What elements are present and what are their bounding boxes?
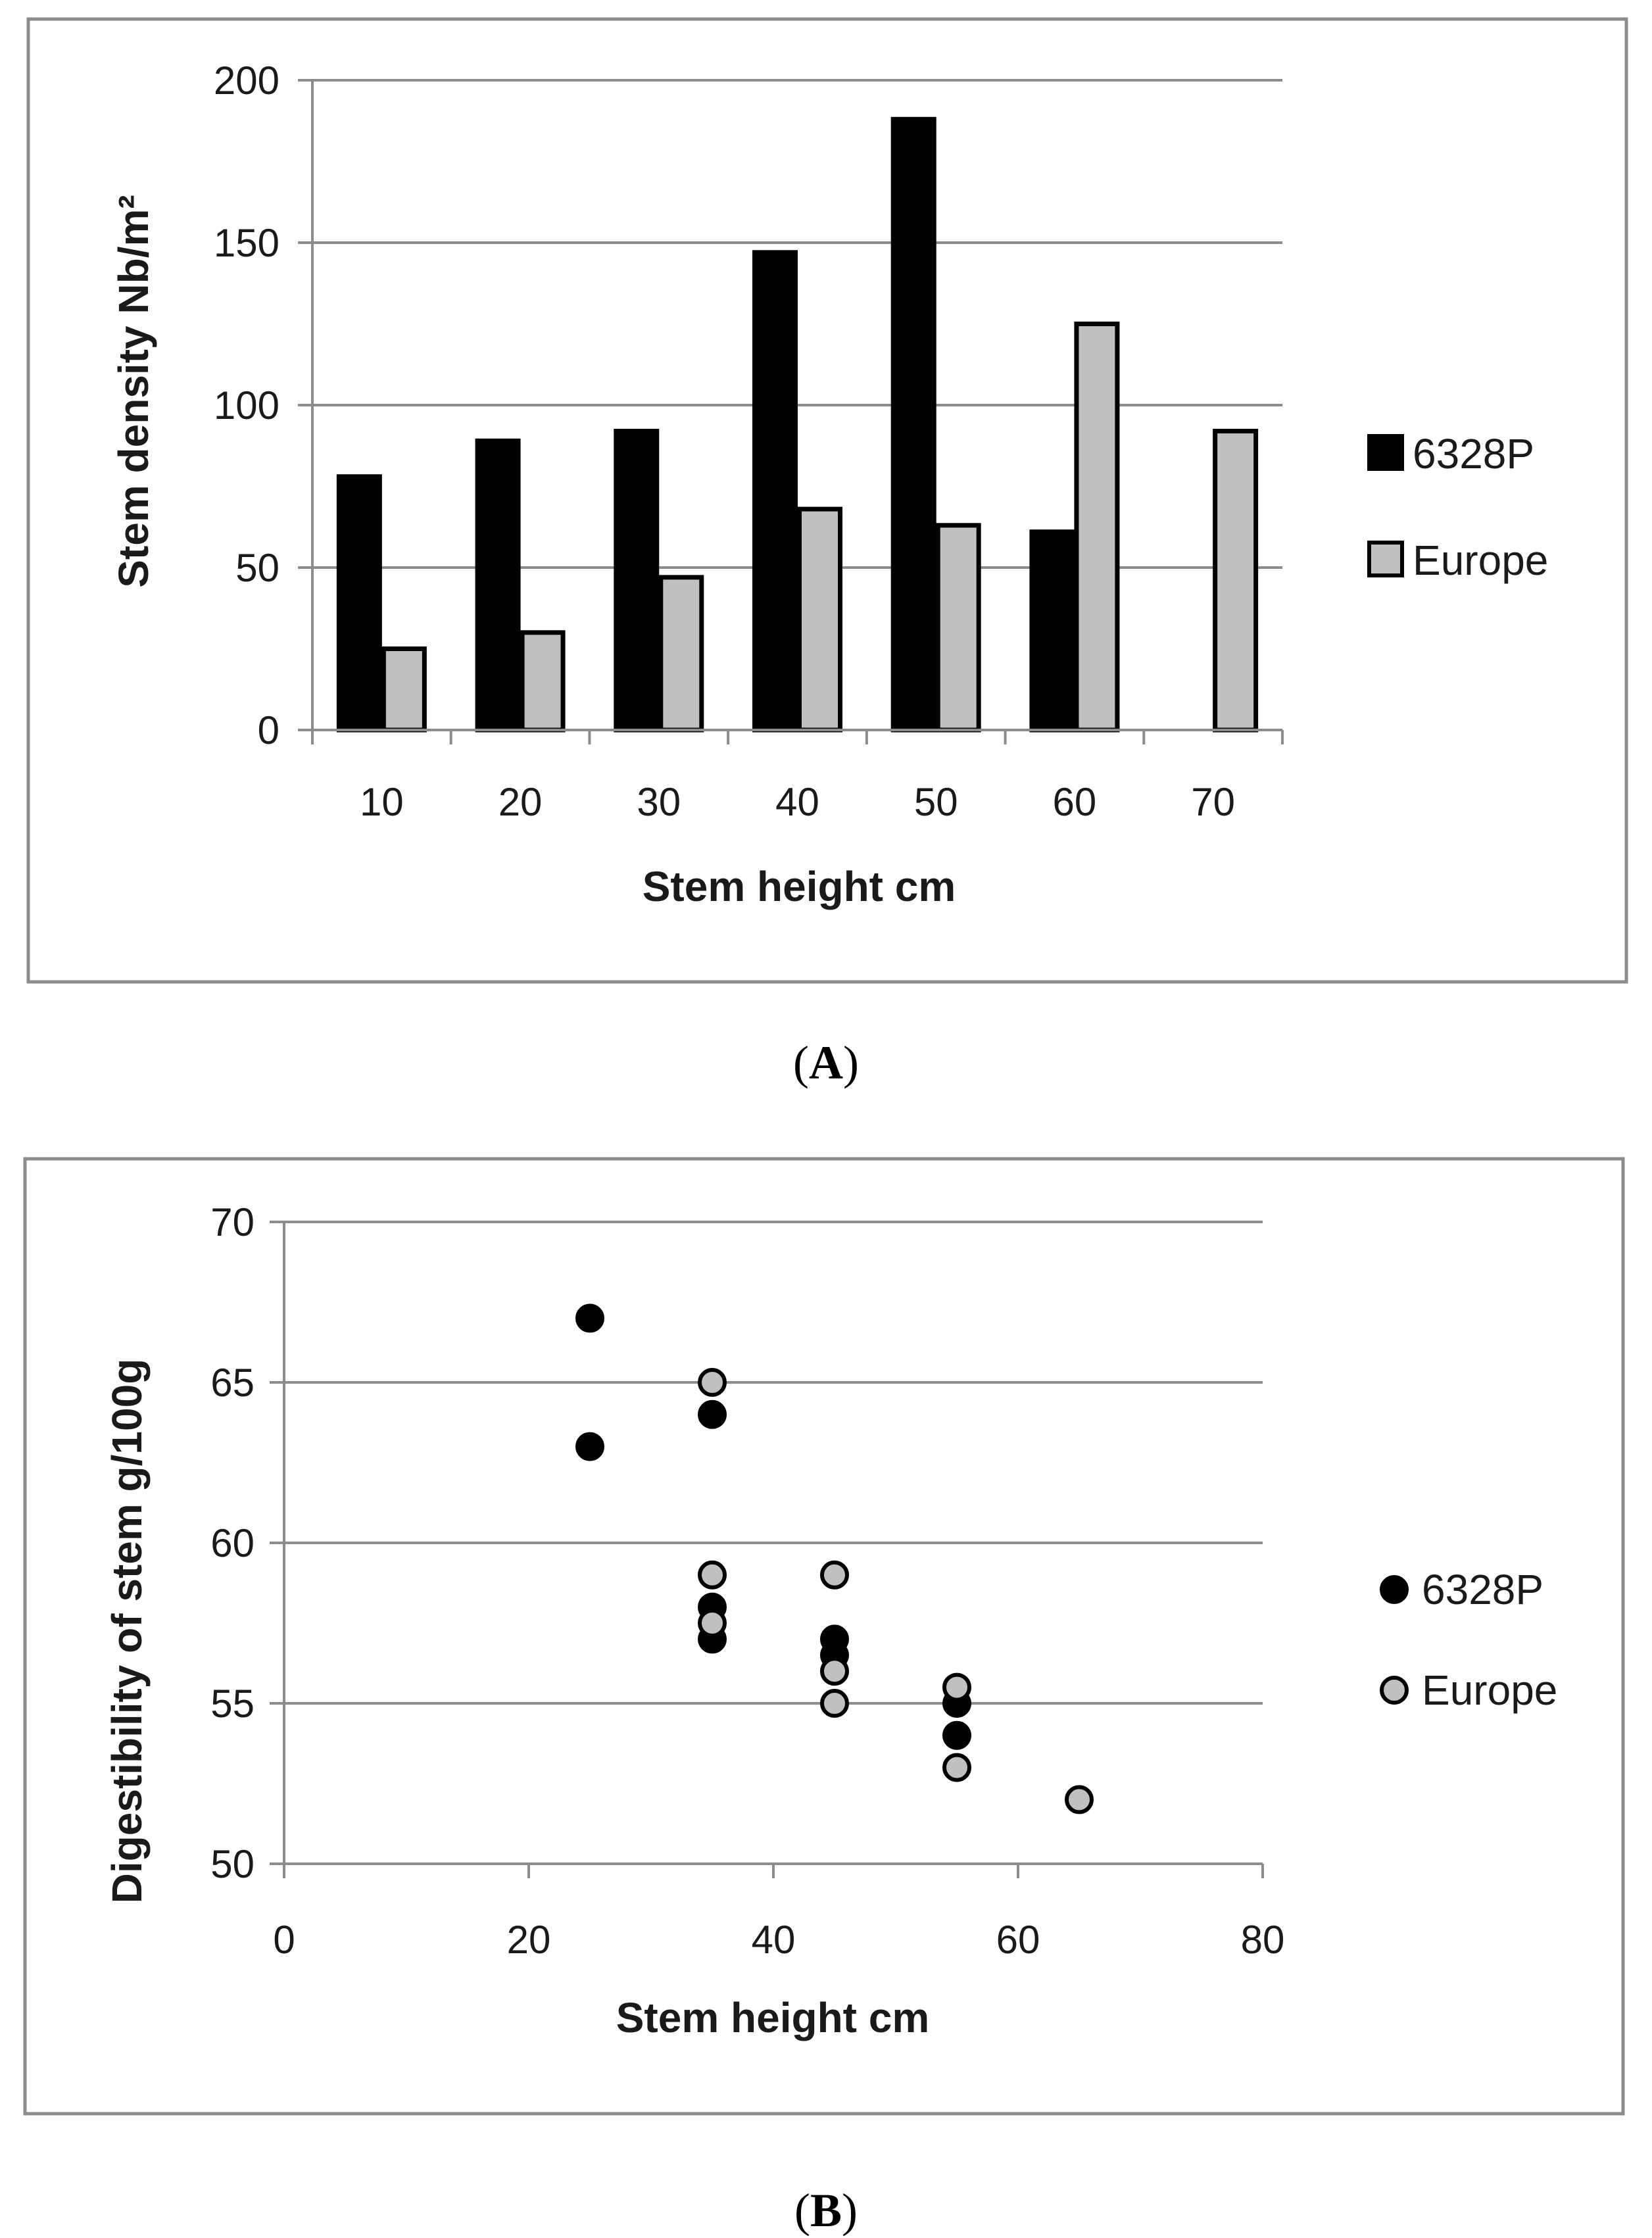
- panel-b-point-europe: [820, 1657, 849, 1686]
- panel-a-y-tick-label: 150: [214, 221, 279, 265]
- panel-b-point-europe: [1065, 1785, 1094, 1814]
- panel-a-bar-europe: [797, 506, 842, 733]
- panel-a-x-tick-label: 60: [1053, 780, 1097, 824]
- panel-a-frame: [26, 17, 1628, 984]
- panel-a-bar-6328p: [475, 438, 521, 733]
- panel-a-x-tick-label: 30: [637, 780, 681, 824]
- caption-b: (B): [794, 2184, 858, 2237]
- panel-a-bar-6328p: [336, 474, 382, 733]
- panel-b-point-europe: [698, 1368, 727, 1397]
- panel-b-point-6328p: [942, 1720, 971, 1750]
- panel-b-y-tick-label: 65: [210, 1361, 255, 1405]
- panel-a-x-tick-label: 40: [775, 780, 819, 824]
- panel-a-x-axis-label: Stem height cm: [643, 863, 956, 910]
- panel-b-x-axis-label: Stem height cm: [616, 1994, 930, 2041]
- panel-a-bar-6328p: [1029, 529, 1075, 733]
- panel-b-point-6328p: [575, 1432, 604, 1461]
- caption-a: (A): [793, 1036, 859, 1089]
- panel-a-legend-label: Europe: [1413, 537, 1548, 584]
- panel-a-x-tick-label: 20: [498, 780, 543, 824]
- caption-a-letter: A: [809, 1036, 843, 1089]
- panel-a-y-tick-label: 0: [258, 708, 279, 752]
- panel-a-legend-swatch-6328p: [1367, 434, 1404, 471]
- panel-b-y-tick-label: 50: [210, 1842, 255, 1886]
- caption-b-letter: B: [810, 2184, 842, 2237]
- panel-b-legend-marker-6328p: [1380, 1575, 1409, 1604]
- panel-a-bar-europe: [1074, 322, 1120, 733]
- panel-b-y-axis-label: Digestibility of stem g/100g: [103, 1359, 151, 1904]
- panel-b-legend-label: 6328P: [1422, 1566, 1543, 1613]
- panel-b-point-6328p: [698, 1399, 727, 1429]
- panel-b-y-tick-label: 60: [210, 1521, 255, 1565]
- panel-b-scatter-chart: 50 55 60 65 70 0 20 40 60 80 Stem height cm Diges…: [23, 1157, 1625, 2116]
- panel-b-point-europe: [820, 1560, 849, 1590]
- panel-b-x-tick-label: 0: [273, 1918, 295, 1962]
- panel-a-x-tick-label: 50: [914, 780, 958, 824]
- panel-b-point-europe: [698, 1609, 727, 1638]
- panel-b-point-europe: [942, 1672, 971, 1702]
- panel-b-point-europe: [942, 1753, 971, 1782]
- panel-b-x-tick-label: 60: [996, 1918, 1040, 1962]
- panel-b-y-tick-label: 70: [210, 1200, 255, 1244]
- panel-b-point-6328p: [575, 1303, 604, 1333]
- panel-a-bar-6328p: [890, 116, 936, 733]
- panel-a-bar-6328p: [614, 429, 660, 733]
- panel-a-legend-label: 6328P: [1413, 430, 1534, 477]
- panel-a-legend-swatch-europe: [1367, 541, 1404, 577]
- panel-b-legend-label: Europe: [1422, 1666, 1557, 1714]
- panel-a-bar-chart: 0 50 100 150 200 10 20 30 40 50 60 70 Stem height c…: [26, 17, 1628, 984]
- panel-b-point-europe: [820, 1689, 849, 1718]
- panel-a-bar-6328p: [752, 250, 798, 733]
- panel-a-y-tick-label: 100: [214, 383, 279, 427]
- panel-a-bar-europe: [1213, 429, 1259, 733]
- panel-a-y-tick-label: 200: [214, 59, 279, 103]
- panel-a-x-tick-label: 10: [360, 780, 404, 824]
- panel-b-x-tick-label: 40: [752, 1918, 796, 1962]
- panel-b-legend-marker-europe: [1380, 1676, 1409, 1705]
- panel-a-bar-europe: [658, 575, 704, 733]
- panel-a-y-tick-label: 50: [235, 546, 279, 590]
- panel-b-y-tick-label: 55: [210, 1682, 255, 1726]
- panel-a-bar-europe: [520, 630, 566, 733]
- panel-b-point-europe: [698, 1560, 727, 1590]
- panel-a-y-axis-label: Stem density Nb/m²: [110, 195, 157, 587]
- panel-a-x-tick-label: 70: [1191, 780, 1235, 824]
- panel-a-bar-europe: [935, 523, 981, 733]
- panel-b-x-tick-label: 20: [507, 1918, 551, 1962]
- panel-a-bar-europe: [381, 646, 427, 733]
- panel-b-x-tick-label: 80: [1241, 1918, 1285, 1962]
